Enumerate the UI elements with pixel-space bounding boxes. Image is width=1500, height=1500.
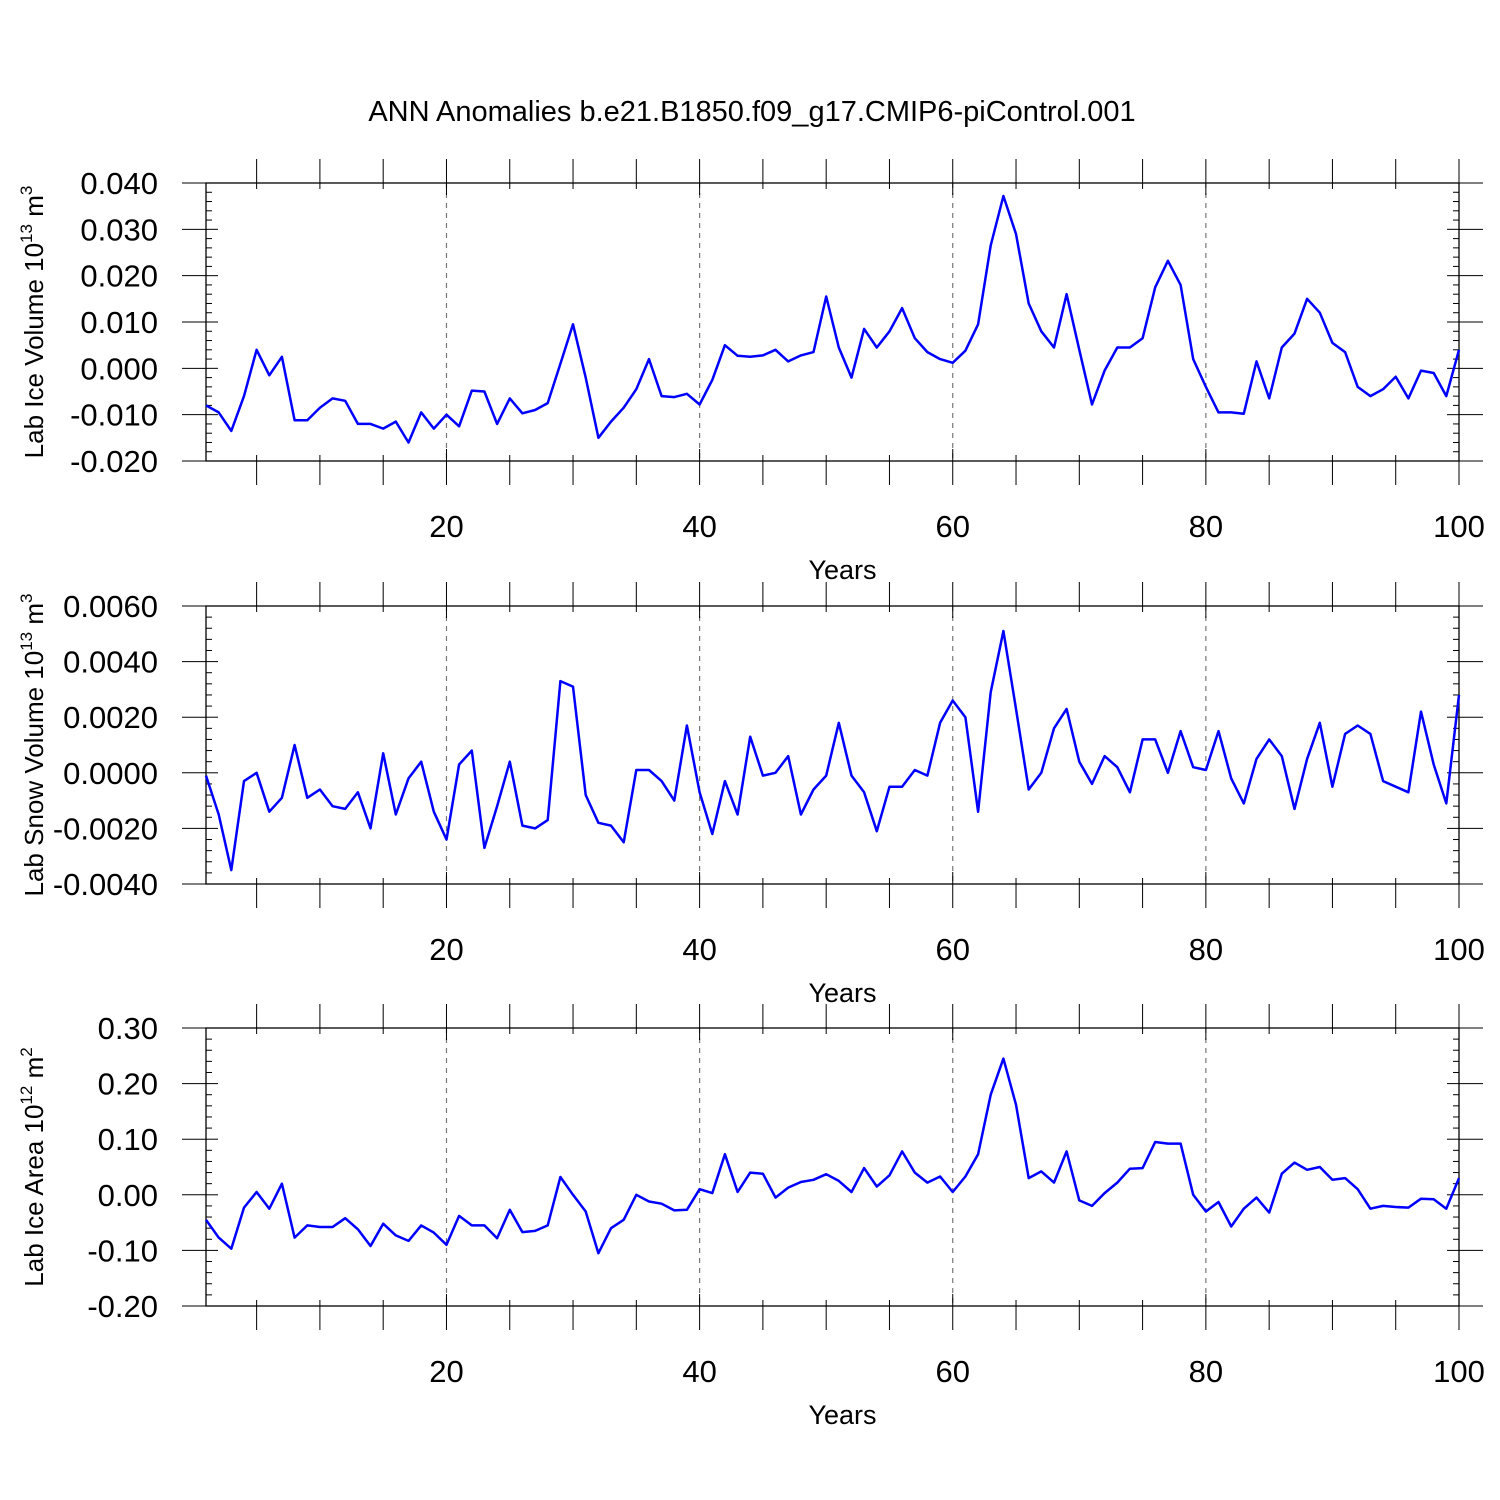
panels: -0.020 -0.010 0.000 0.010 0.020 0.030 0.040 20 4… [17, 159, 1485, 1430]
x-tick-label: 80 [1189, 509, 1223, 544]
x-tick-label: 60 [935, 509, 969, 544]
x-tick-label: 60 [935, 1354, 969, 1389]
chart-panel-1: -0.020 -0.010 0.000 0.010 0.020 0.030 0.040 20 4… [17, 159, 1485, 585]
y-tick-label: 0.0040 [63, 645, 158, 680]
series-line [204, 629, 1461, 872]
x-tick-label: 80 [1189, 932, 1223, 967]
y-tick-label: -0.0040 [53, 867, 158, 902]
y-tick-label: 0.020 [80, 259, 158, 294]
x-tick-label: 80 [1189, 1354, 1223, 1389]
x-tick-label: 40 [682, 1354, 716, 1389]
y-tick-label: -0.020 [70, 444, 158, 479]
plot-frame [205, 1027, 1460, 1307]
x-axis-label: Years [808, 1400, 876, 1430]
y-tick-label: 0.040 [80, 166, 158, 201]
y-tick-label: -0.10 [87, 1233, 158, 1268]
y-tick-label: 0.0020 [63, 700, 158, 735]
x-axis-label: Years [808, 978, 876, 1008]
series-line [205, 194, 1461, 444]
y-tick-label: 0.0060 [63, 589, 158, 624]
x-tick-label: 20 [429, 1354, 463, 1389]
x-tick-label: 100 [1433, 932, 1485, 967]
y-axis-label: Lab Snow Volume 1013 m3 [17, 593, 49, 896]
x-tick-label: 40 [682, 932, 716, 967]
x-tick-label: 100 [1433, 509, 1485, 544]
y-tick-label: 0.000 [80, 351, 158, 386]
x-axis-label: Years [808, 555, 876, 585]
x-tick-label: 20 [429, 509, 463, 544]
y-tick-label: -0.010 [70, 398, 158, 433]
x-tick-label: 100 [1433, 1354, 1485, 1389]
y-axis-label: Lab Ice Volume 1013 m3 [17, 186, 49, 459]
figure-title: ANN Anomalies b.e21.B1850.f09_g17.CMIP6-… [368, 96, 1135, 128]
y-tick-label: 0.0000 [63, 756, 158, 791]
y-tick-label: 0.20 [98, 1067, 158, 1102]
plot-frame [205, 182, 1460, 462]
chart-panel-2: -0.0040 -0.0020 0.0000 0.0020 0.0040 0.0060 20… [17, 582, 1485, 1008]
y-tick-label: 0.00 [98, 1178, 158, 1213]
x-tick-label: 20 [429, 932, 463, 967]
x-tick-label: 60 [935, 932, 969, 967]
chart-panel-3: -0.20 -0.10 0.00 0.10 0.20 0.30 20 40 60 80 100 Yea… [17, 1004, 1485, 1430]
y-axis-label: Lab Ice Area 1012 m2 [17, 1047, 49, 1286]
plot-frame [205, 605, 1460, 885]
series-line [204, 1057, 1461, 1255]
y-tick-label: -0.20 [87, 1289, 158, 1324]
y-tick-label: 0.30 [98, 1011, 158, 1046]
y-tick-label: -0.0020 [53, 811, 158, 846]
y-tick-label: 0.10 [98, 1122, 158, 1157]
y-tick-label: 0.010 [80, 305, 158, 340]
y-tick-label: 0.030 [80, 212, 158, 247]
x-tick-label: 40 [682, 509, 716, 544]
